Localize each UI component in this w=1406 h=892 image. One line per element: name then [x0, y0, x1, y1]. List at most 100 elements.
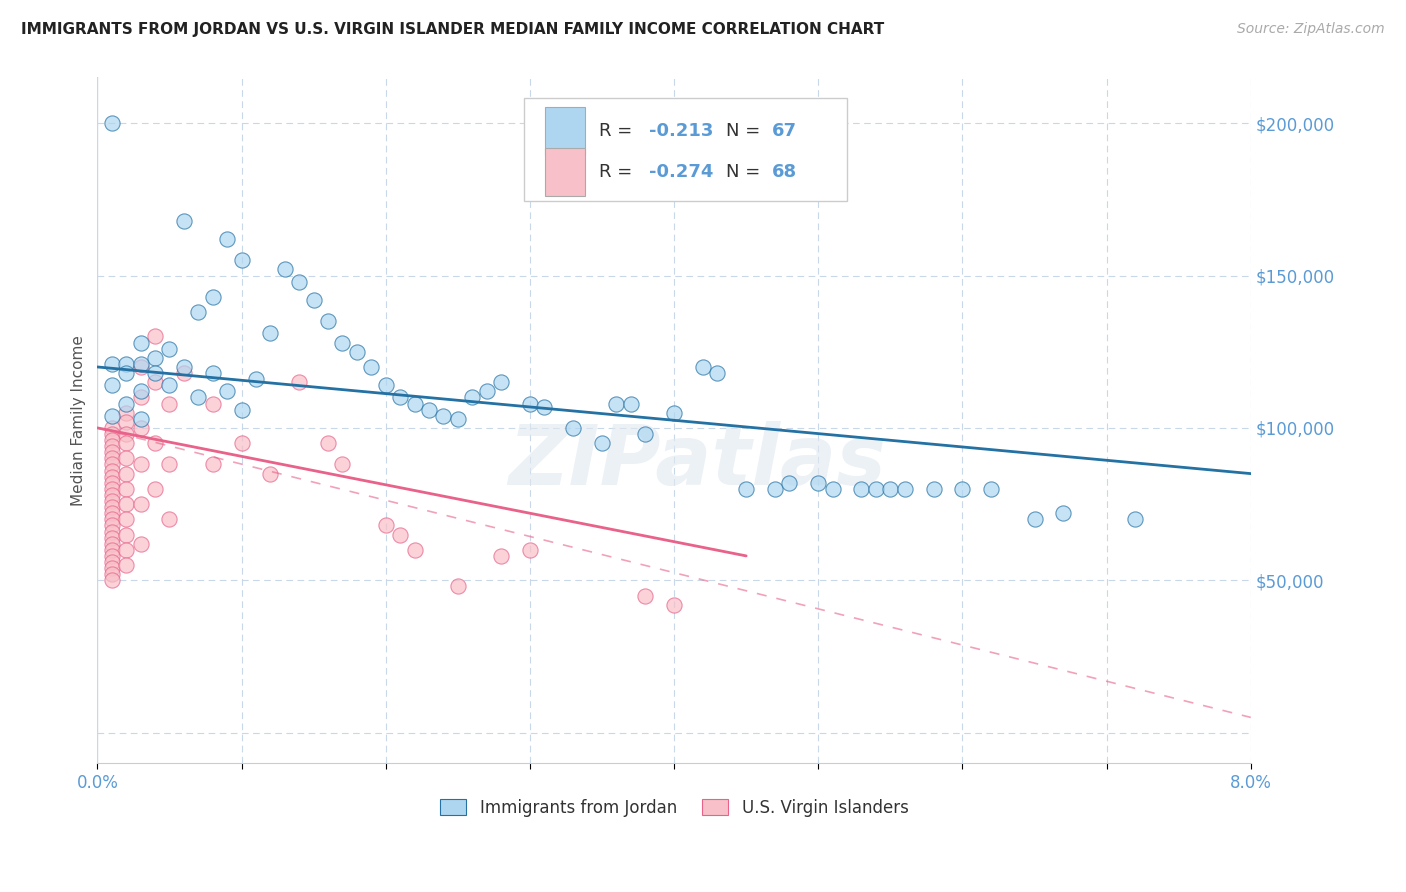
Point — [851, 482, 873, 496]
Point — [360, 359, 382, 374]
Point — [187, 305, 209, 319]
Point — [115, 415, 138, 429]
Point — [129, 357, 152, 371]
Point — [173, 366, 195, 380]
Point — [143, 329, 166, 343]
Point — [115, 512, 138, 526]
Point — [100, 116, 122, 130]
Point — [115, 427, 138, 442]
Point — [533, 400, 555, 414]
Point — [100, 567, 122, 582]
Point — [173, 213, 195, 227]
Point — [115, 451, 138, 466]
Point — [865, 482, 887, 496]
Point — [129, 391, 152, 405]
Point — [605, 396, 627, 410]
Point — [100, 549, 122, 563]
Point — [259, 467, 281, 481]
Point — [100, 561, 122, 575]
Point — [100, 542, 122, 557]
Text: 67: 67 — [772, 122, 797, 140]
Point — [620, 396, 643, 410]
Point — [129, 384, 152, 399]
Point — [100, 469, 122, 483]
Point — [1125, 512, 1147, 526]
Point — [100, 574, 122, 588]
Point — [187, 391, 209, 405]
Point — [374, 378, 396, 392]
Point — [519, 396, 541, 410]
Text: 68: 68 — [772, 163, 797, 181]
Point — [432, 409, 454, 423]
Point — [173, 359, 195, 374]
Point — [129, 537, 152, 551]
Point — [447, 579, 470, 593]
Point — [735, 482, 758, 496]
Point — [100, 524, 122, 539]
Point — [129, 411, 152, 425]
Point — [217, 384, 239, 399]
Point — [100, 555, 122, 569]
Point — [100, 427, 122, 442]
Legend: Immigrants from Jordan, U.S. Virgin Islanders: Immigrants from Jordan, U.S. Virgin Isla… — [433, 792, 915, 823]
Point — [201, 290, 224, 304]
Point — [259, 326, 281, 341]
Point — [100, 500, 122, 515]
Point — [231, 402, 253, 417]
Point — [100, 482, 122, 496]
Text: -0.274: -0.274 — [648, 163, 713, 181]
Text: Source: ZipAtlas.com: Source: ZipAtlas.com — [1237, 22, 1385, 37]
Point — [159, 342, 181, 356]
Text: R =: R = — [599, 122, 638, 140]
Point — [389, 527, 412, 541]
Text: ZIPatlas: ZIPatlas — [508, 421, 886, 502]
Point — [115, 357, 138, 371]
Point — [100, 464, 122, 478]
Point — [143, 375, 166, 389]
Point — [245, 372, 267, 386]
Point — [100, 439, 122, 453]
Point — [763, 482, 786, 496]
Point — [332, 335, 354, 350]
Point — [100, 537, 122, 551]
Point — [778, 475, 800, 490]
Point — [115, 558, 138, 572]
Point — [952, 482, 974, 496]
Point — [662, 406, 685, 420]
Point — [201, 458, 224, 472]
Point — [1024, 512, 1046, 526]
Point — [922, 482, 945, 496]
Point — [143, 366, 166, 380]
Point — [100, 378, 122, 392]
Point — [274, 262, 297, 277]
Point — [489, 549, 512, 563]
Point — [288, 275, 311, 289]
Point — [316, 436, 339, 450]
Point — [129, 497, 152, 511]
Point — [100, 506, 122, 520]
Point — [100, 409, 122, 423]
Point — [129, 359, 152, 374]
Point — [231, 436, 253, 450]
Point — [115, 482, 138, 496]
Point — [100, 433, 122, 447]
Text: IMMIGRANTS FROM JORDAN VS U.S. VIRGIN ISLANDER MEDIAN FAMILY INCOME CORRELATION : IMMIGRANTS FROM JORDAN VS U.S. VIRGIN IS… — [21, 22, 884, 37]
Point — [404, 396, 426, 410]
Point — [115, 436, 138, 450]
Text: -0.213: -0.213 — [648, 122, 713, 140]
Point — [231, 253, 253, 268]
Point — [879, 482, 901, 496]
Point — [692, 359, 714, 374]
Point — [100, 518, 122, 533]
Point — [316, 314, 339, 328]
Point — [893, 482, 915, 496]
Point — [143, 351, 166, 365]
Point — [115, 527, 138, 541]
Point — [100, 475, 122, 490]
Point — [404, 542, 426, 557]
Point — [115, 396, 138, 410]
Point — [332, 458, 354, 472]
Point — [100, 488, 122, 502]
Point — [374, 518, 396, 533]
Point — [489, 375, 512, 389]
